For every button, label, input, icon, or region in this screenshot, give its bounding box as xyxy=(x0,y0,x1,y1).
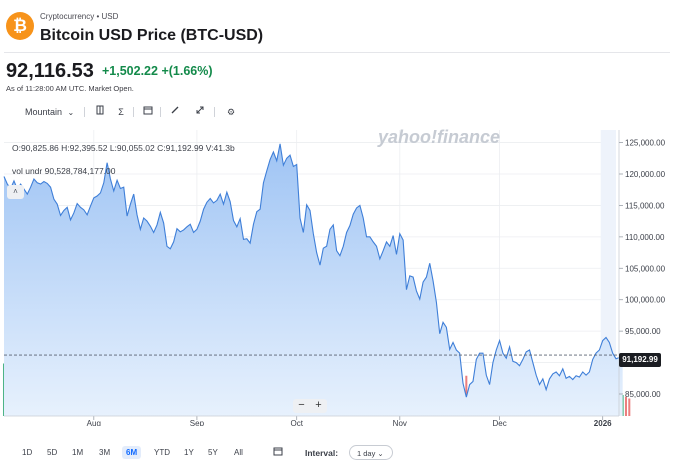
toolbar-separator xyxy=(133,107,134,117)
chart-type-select[interactable]: Mountain ⌄ xyxy=(25,107,74,117)
x-tick-label: Sep xyxy=(190,419,205,426)
chevron-down-icon: ⌄ xyxy=(67,108,75,117)
volume-bar xyxy=(624,396,627,416)
x-tick-label: Aug xyxy=(87,419,101,426)
calendar-icon[interactable] xyxy=(273,446,285,458)
yahoo-finance-watermark: yahoo!finance xyxy=(378,127,501,147)
price-change-absolute: +1,502.22 xyxy=(102,64,158,78)
y-tick-label: 100,000.00 xyxy=(625,296,666,305)
toolbar-separator xyxy=(84,107,85,117)
range-ytd[interactable]: YTD xyxy=(154,448,170,457)
volume-underlying-readout: vol undr 90,528,784,177.00 xyxy=(12,166,116,176)
settings-icon[interactable]: ⚙ xyxy=(226,107,236,117)
x-tick-label: Dec xyxy=(492,419,506,426)
price-chart-svg: 85,000.0090,000.0095,000.00100,000.00105… xyxy=(2,130,666,428)
y-tick-label: 125,000.00 xyxy=(625,139,666,148)
toolbar-separator xyxy=(214,107,215,117)
y-tick-label: 105,000.00 xyxy=(625,264,666,273)
range-6m[interactable]: 6M xyxy=(122,446,142,459)
price-change: +1,502.22 +(1.66%) xyxy=(102,64,213,78)
collapse-legend-button[interactable]: ˄ xyxy=(7,185,24,199)
market-status: As of 11:28:00 AM UTC. Market Open. xyxy=(6,84,134,93)
fullscreen-icon[interactable] xyxy=(192,104,208,120)
range-1m[interactable]: 1M xyxy=(72,448,84,457)
y-tick-label: 115,000.00 xyxy=(625,201,665,210)
bitcoin-logo-icon: ₿ xyxy=(6,12,34,40)
x-tick-label: Oct xyxy=(290,419,303,426)
x-tick-label: 2026 xyxy=(594,419,612,426)
zoom-control: − + xyxy=(293,399,327,413)
price-chart[interactable]: 85,000.0090,000.0095,000.00100,000.00105… xyxy=(0,126,680,428)
toolbar-separator xyxy=(160,107,161,117)
compare-icon[interactable] xyxy=(92,104,108,120)
chart-toolbar: Mountain ⌄ Σ ⚙ xyxy=(0,104,680,124)
y-tick-label: 95,000.00 xyxy=(625,327,661,336)
range-3m[interactable]: 3M xyxy=(99,448,111,457)
interval-select[interactable]: 1 day ⌄ xyxy=(349,445,393,460)
ohlc-readout: O:90,825.86 H:92,395.52 L:90,055.02 C:91… xyxy=(12,143,235,153)
y-tick-label: 120,000.00 xyxy=(625,170,666,179)
range-all[interactable]: All xyxy=(234,448,243,457)
range-1d[interactable]: 1D xyxy=(22,448,33,457)
indicators-icon[interactable]: Σ xyxy=(118,107,124,117)
price-line xyxy=(3,143,623,398)
header-divider xyxy=(4,52,670,53)
interval-label: Interval: xyxy=(305,448,339,458)
last-price-tag: 91,192.99 xyxy=(619,353,661,367)
price-area xyxy=(4,143,623,416)
zoom-in-button[interactable]: + xyxy=(315,399,322,411)
range-5y[interactable]: 5Y xyxy=(208,448,218,457)
events-icon[interactable] xyxy=(140,104,156,120)
range-5d[interactable]: 5D xyxy=(47,448,58,457)
range-1y[interactable]: 1Y xyxy=(184,448,194,457)
x-tick-label: Nov xyxy=(393,419,407,426)
volume-bar xyxy=(621,395,624,416)
chart-type-label: Mountain xyxy=(25,107,63,117)
y-tick-label: 110,000.00 xyxy=(625,233,665,242)
y-tick-label: 85,000.00 xyxy=(625,390,661,399)
page-title: Bitcoin USD Price (BTC-USD) xyxy=(40,27,264,44)
range-bar: 1D 5D 1M 3M 6M YTD 1Y 5Y All Interval: 1… xyxy=(0,444,680,464)
zoom-out-button[interactable]: − xyxy=(298,399,305,411)
price-change-percent: +(1.66%) xyxy=(161,64,213,78)
draw-icon[interactable] xyxy=(167,104,183,120)
current-price: 92,116.53 xyxy=(6,60,94,82)
quote-header: ₿ Cryptocurrency • USD Bitcoin USD Price… xyxy=(0,0,680,52)
volume-bar xyxy=(628,398,631,416)
asset-category: Cryptocurrency • USD xyxy=(40,12,119,21)
